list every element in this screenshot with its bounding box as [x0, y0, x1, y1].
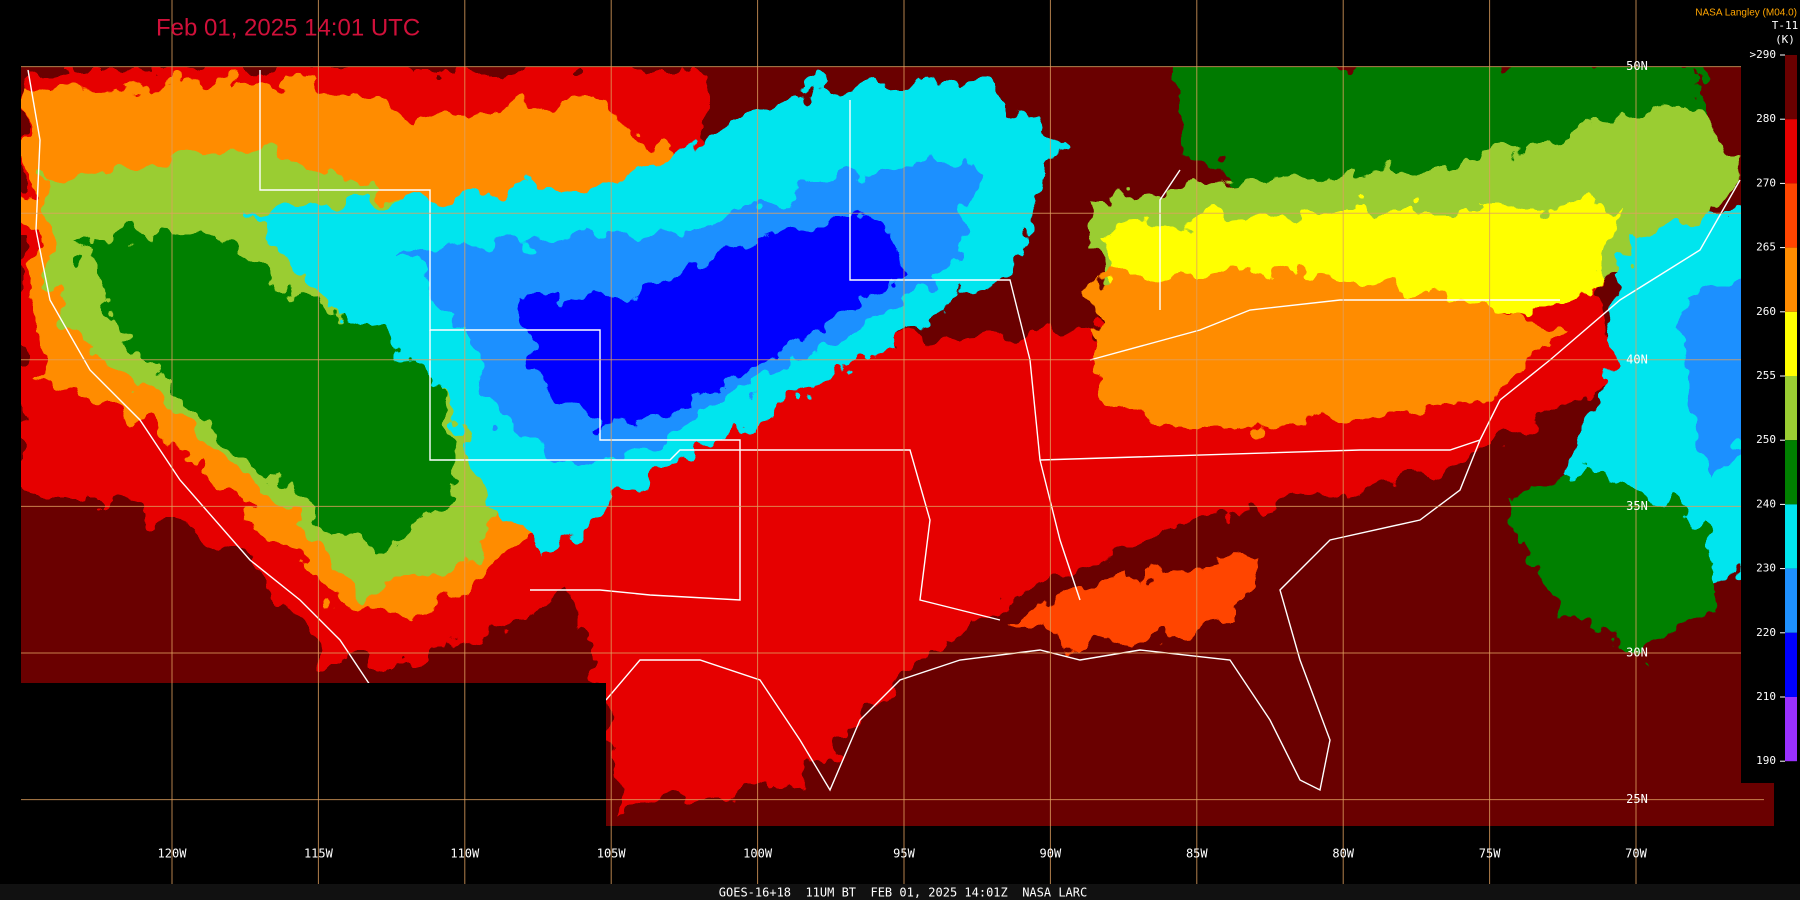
graticule: [21, 0, 1764, 884]
colorbar-label: 255: [1756, 369, 1776, 382]
imagery: [21, 67, 1774, 826]
colorbar-segment: [1785, 504, 1797, 569]
timestamp-title: Feb 01, 2025 14:01 UTC: [156, 14, 420, 41]
colorbar-label: 190: [1756, 754, 1776, 767]
colorbar-label: 240: [1756, 497, 1776, 510]
longitude-label: 80W: [1332, 847, 1354, 861]
footer-bar: [0, 884, 1800, 900]
longitude-label: 90W: [1040, 847, 1062, 861]
longitude-label: 95W: [893, 847, 915, 861]
latitude-label: 50N: [1626, 59, 1648, 73]
latitude-label: 25N: [1626, 792, 1648, 806]
colorbar-segment: [1785, 632, 1797, 697]
colorbar-label: 280: [1756, 112, 1776, 125]
latitude-label: 30N: [1626, 646, 1648, 660]
colorbar-label: 265: [1756, 241, 1776, 254]
colorbar-label: 220: [1756, 626, 1776, 639]
credit: NASA Langley (M04.0): [1695, 8, 1797, 19]
longitude-label: 115W: [304, 847, 334, 861]
colorbar-segment: [1785, 697, 1797, 762]
longitude-label: 110W: [450, 847, 480, 861]
longitude-label: 100W: [743, 847, 773, 861]
longitude-label: 105W: [597, 847, 627, 861]
longitude-label: 120W: [158, 847, 188, 861]
colorbar-segment: [1785, 440, 1797, 505]
colorbar-label: 210: [1756, 690, 1776, 703]
latitude-label: 40N: [1626, 352, 1648, 366]
colorbar-unit: (K): [1775, 33, 1795, 46]
longitude-label: 85W: [1186, 847, 1208, 861]
colorbar-segment: [1785, 376, 1797, 441]
colorbar-label: >290: [1750, 48, 1777, 61]
colorbar-label: 270: [1756, 176, 1776, 189]
colorbar-title: T-11: [1772, 19, 1799, 32]
colorbar-label: 230: [1756, 562, 1776, 575]
colorbar-label: 260: [1756, 305, 1776, 318]
colorbar-segment: [1785, 55, 1797, 120]
colorbar-segment: [1785, 247, 1797, 312]
longitude-label: 75W: [1479, 847, 1501, 861]
colorbar-segment: [1785, 568, 1797, 633]
colorbar-label: 250: [1756, 433, 1776, 446]
colorbar-segment: [1785, 119, 1797, 184]
colorbar-segment: [1785, 183, 1797, 248]
colorbar-segment: [1785, 311, 1797, 376]
labels: 120W 115W 110W 105W 100W 95W 90W 85W 80W 75W 70W 50…: [158, 46, 1800, 861]
latitude-label: 35N: [1626, 499, 1648, 513]
footer: GOES-16+18 11UM BT FEB 01, 2025 14:01Z N…: [719, 886, 1087, 900]
longitude-label: 70W: [1625, 847, 1647, 861]
